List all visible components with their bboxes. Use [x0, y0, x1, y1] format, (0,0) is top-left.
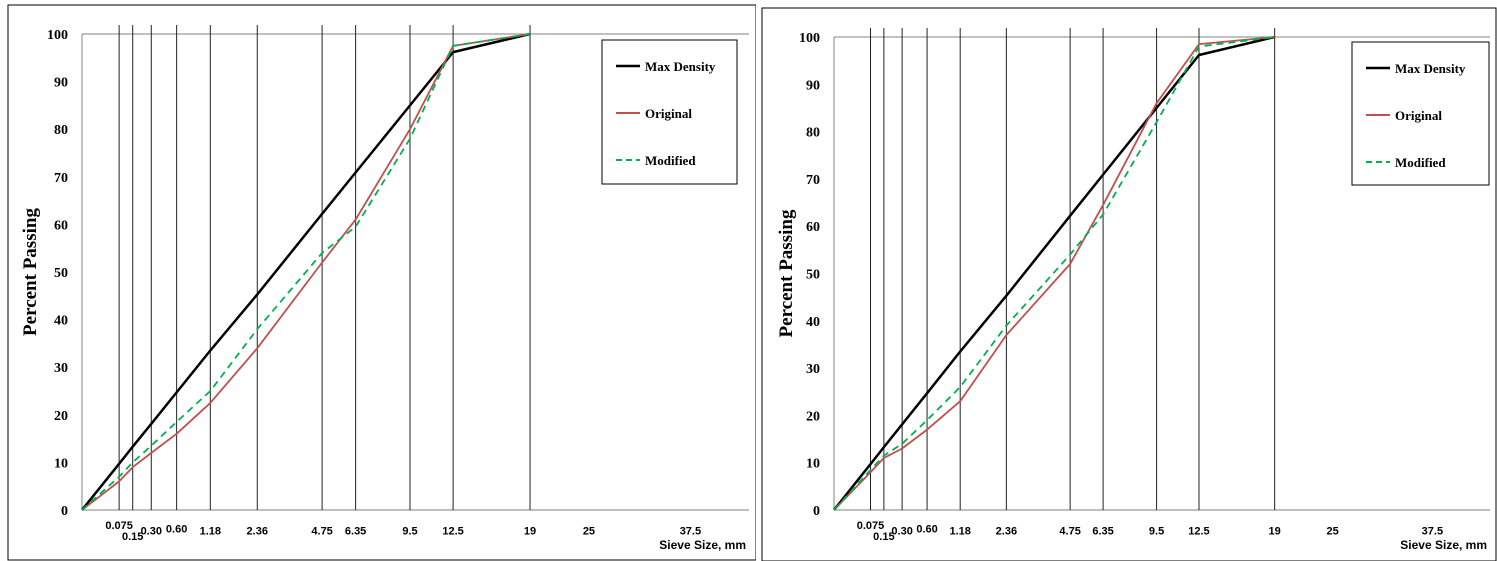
x-tick-label: 6.35 [345, 526, 366, 538]
x-tick-label: 0.30 [891, 526, 912, 538]
y-tick-label: 60 [54, 218, 68, 233]
series-line-modified [833, 36, 1275, 511]
legend-label: Max Density [1395, 61, 1466, 76]
x-tick-label: 19 [524, 526, 536, 538]
x-tick-label: 9.5 [402, 526, 417, 538]
series-line-max-density [81, 32, 531, 511]
y-tick-label: 80 [806, 126, 820, 141]
y-tick-label: 20 [806, 409, 820, 424]
chart-left: 0 10 20 30 40 50 60 70 80 90 100 Percent Passing 0.0… [7, 4, 756, 561]
series-line-modified [81, 33, 531, 511]
x-tick-label: 37.5 [680, 526, 701, 538]
x-tick-label: 0.075 [105, 520, 133, 532]
chart-frame [761, 7, 1497, 561]
y-tick-label: 0 [61, 504, 68, 519]
x-tick-label: 0.15 [122, 531, 143, 543]
x-tick-label: 0.30 [141, 526, 162, 538]
x-tick-label: 2.36 [247, 526, 268, 538]
x-tick-label: 12.5 [442, 526, 463, 538]
y-tick-label: 70 [54, 171, 68, 186]
chart-right: 0 10 20 30 40 50 60 70 80 90 100 Percent Passing 0.0… [756, 0, 1497, 561]
y-tick-label: 50 [54, 266, 68, 281]
x-tick-label: 1.18 [200, 526, 221, 538]
y-tick-label: 90 [54, 76, 68, 91]
legend-label: Original [1395, 108, 1442, 123]
x-tick-label: 25 [1326, 526, 1338, 538]
x-tick-label: 0.60 [166, 523, 187, 535]
legend-box [1351, 41, 1490, 186]
legend-label: Modified [645, 153, 696, 168]
y-tick-label: 10 [54, 456, 68, 471]
chart-left-svg: 0 10 20 30 40 50 60 70 80 90 100 Percent Passing 0.0… [7, 4, 756, 561]
series-line-original [833, 36, 1275, 511]
x-tick-label: 0.075 [857, 520, 885, 532]
y-tick-label: 70 [806, 173, 820, 188]
x-tick-label: 12.5 [1188, 526, 1209, 538]
y-axis-label: Percent Passing [20, 208, 41, 336]
x-axis-label: Sieve Size, mm [659, 538, 746, 552]
y-tick-label: 100 [799, 31, 820, 46]
y-tick-label: 30 [54, 361, 68, 376]
y-tick-label: 80 [54, 123, 68, 138]
legend-label: Max Density [645, 59, 716, 74]
y-tick-label: 40 [54, 314, 68, 329]
legend-label: Modified [1395, 155, 1446, 170]
x-tick-label: 1.18 [949, 526, 970, 538]
chart-right-svg: 0 10 20 30 40 50 60 70 80 90 100 Percent Passing 0.0… [761, 7, 1497, 561]
chart-frame [7, 4, 756, 561]
legend-label: Original [645, 106, 692, 121]
x-tick-label: 2.36 [996, 526, 1017, 538]
series-line-max-density [833, 35, 1275, 511]
y-axis-label: Percent Passing [776, 209, 797, 337]
x-tick-label: 4.75 [311, 526, 332, 538]
y-tick-label: 30 [806, 362, 820, 377]
x-tick-label: 9.5 [1149, 526, 1164, 538]
y-tick-label: 90 [806, 78, 820, 93]
y-tick-label: 0 [813, 504, 820, 519]
y-tick-label: 20 [54, 409, 68, 424]
series-line-original [81, 33, 531, 511]
y-tick-label: 100 [47, 28, 68, 43]
x-tick-label: 19 [1269, 526, 1281, 538]
x-tick-label: 0.15 [873, 531, 894, 543]
x-tick-label: 6.35 [1092, 526, 1113, 538]
x-tick-label: 0.60 [916, 523, 937, 535]
y-tick-label: 40 [806, 315, 820, 330]
x-tick-label: 25 [583, 526, 595, 538]
y-tick-label: 10 [806, 457, 820, 472]
y-tick-label: 60 [806, 220, 820, 235]
x-tick-label: 4.75 [1059, 526, 1080, 538]
x-tick-label: 37.5 [1422, 526, 1443, 538]
y-tick-label: 50 [806, 268, 820, 283]
x-axis-label: Sieve Size, mm [1400, 538, 1487, 552]
